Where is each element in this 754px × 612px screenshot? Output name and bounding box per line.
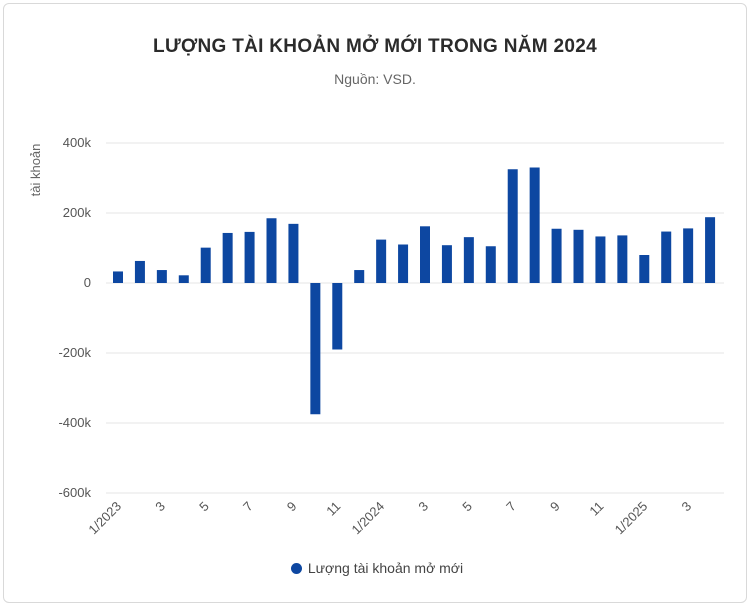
x-tick-label: 9 — [284, 499, 300, 515]
bar[interactable] — [134, 260, 145, 283]
x-tick-label: 5 — [459, 499, 475, 515]
x-tick-label: 1/2024 — [349, 499, 388, 538]
x-tick-label: 7 — [503, 499, 519, 515]
bar[interactable] — [507, 169, 518, 283]
x-tick-label: 3 — [679, 499, 695, 515]
bar[interactable] — [573, 229, 584, 283]
x-tick-label: 9 — [547, 499, 563, 515]
bar[interactable] — [376, 239, 387, 283]
bar[interactable] — [529, 167, 540, 284]
bar[interactable] — [683, 228, 694, 283]
bar[interactable] — [310, 283, 321, 415]
bars — [113, 167, 716, 415]
bar[interactable] — [244, 231, 255, 283]
bar[interactable] — [441, 245, 452, 283]
bar[interactable] — [200, 247, 211, 283]
bar[interactable] — [617, 235, 628, 283]
y-tick-label: 0 — [84, 275, 91, 290]
bar[interactable] — [178, 275, 189, 283]
y-tick-label: 200k — [63, 205, 92, 220]
bar[interactable] — [288, 223, 299, 283]
y-axis-label: tài khoản — [28, 144, 43, 197]
bar[interactable] — [420, 226, 430, 283]
x-tick-label: 11 — [323, 499, 343, 519]
legend-label: Lượng tài khoản mở mới — [307, 560, 464, 576]
bar[interactable] — [354, 270, 365, 283]
x-tick-label: 1/2025 — [612, 499, 651, 538]
bar[interactable] — [398, 244, 409, 284]
x-tick-label: 5 — [196, 499, 212, 515]
chart-card — [3, 3, 747, 603]
bar[interactable] — [266, 218, 277, 283]
gridlines — [106, 142, 724, 494]
bar[interactable] — [222, 232, 233, 283]
bar[interactable] — [661, 231, 672, 283]
y-axis-ticks: 400k 200k 0 -200k -400k -600k — [58, 135, 91, 500]
y-tick-label: -200k — [58, 345, 91, 360]
bar[interactable] — [485, 246, 496, 283]
bar[interactable] — [705, 217, 716, 283]
legend-marker — [290, 563, 302, 574]
x-tick-label: 11 — [586, 499, 606, 519]
y-tick-label: -600k — [58, 485, 91, 500]
x-axis-ticks: 1/2023 3 5 7 9 11 1/2024 3 5 7 9 11 1/2025 3 — [85, 499, 694, 538]
x-tick-label: 1/2023 — [85, 499, 124, 538]
y-tick-label: -400k — [58, 415, 91, 430]
x-tick-label: 7 — [240, 499, 256, 515]
chart-title: LƯỢNG TÀI KHOẢN MỞ MỚI TRONG NĂM 2024 — [153, 36, 597, 57]
bar[interactable] — [463, 237, 474, 283]
bar[interactable] — [113, 271, 123, 283]
bar[interactable] — [595, 236, 606, 283]
x-tick-label: 3 — [152, 499, 168, 515]
bar[interactable] — [332, 283, 343, 350]
bar[interactable] — [551, 228, 562, 283]
chart-subtitle: Nguồn: VSD. — [334, 71, 416, 87]
legend[interactable]: Lượng tài khoản mở mới — [0, 560, 754, 576]
bar[interactable] — [639, 255, 650, 283]
bar[interactable] — [156, 270, 167, 283]
y-tick-label: 400k — [63, 135, 92, 150]
x-tick-label: 3 — [415, 499, 431, 515]
